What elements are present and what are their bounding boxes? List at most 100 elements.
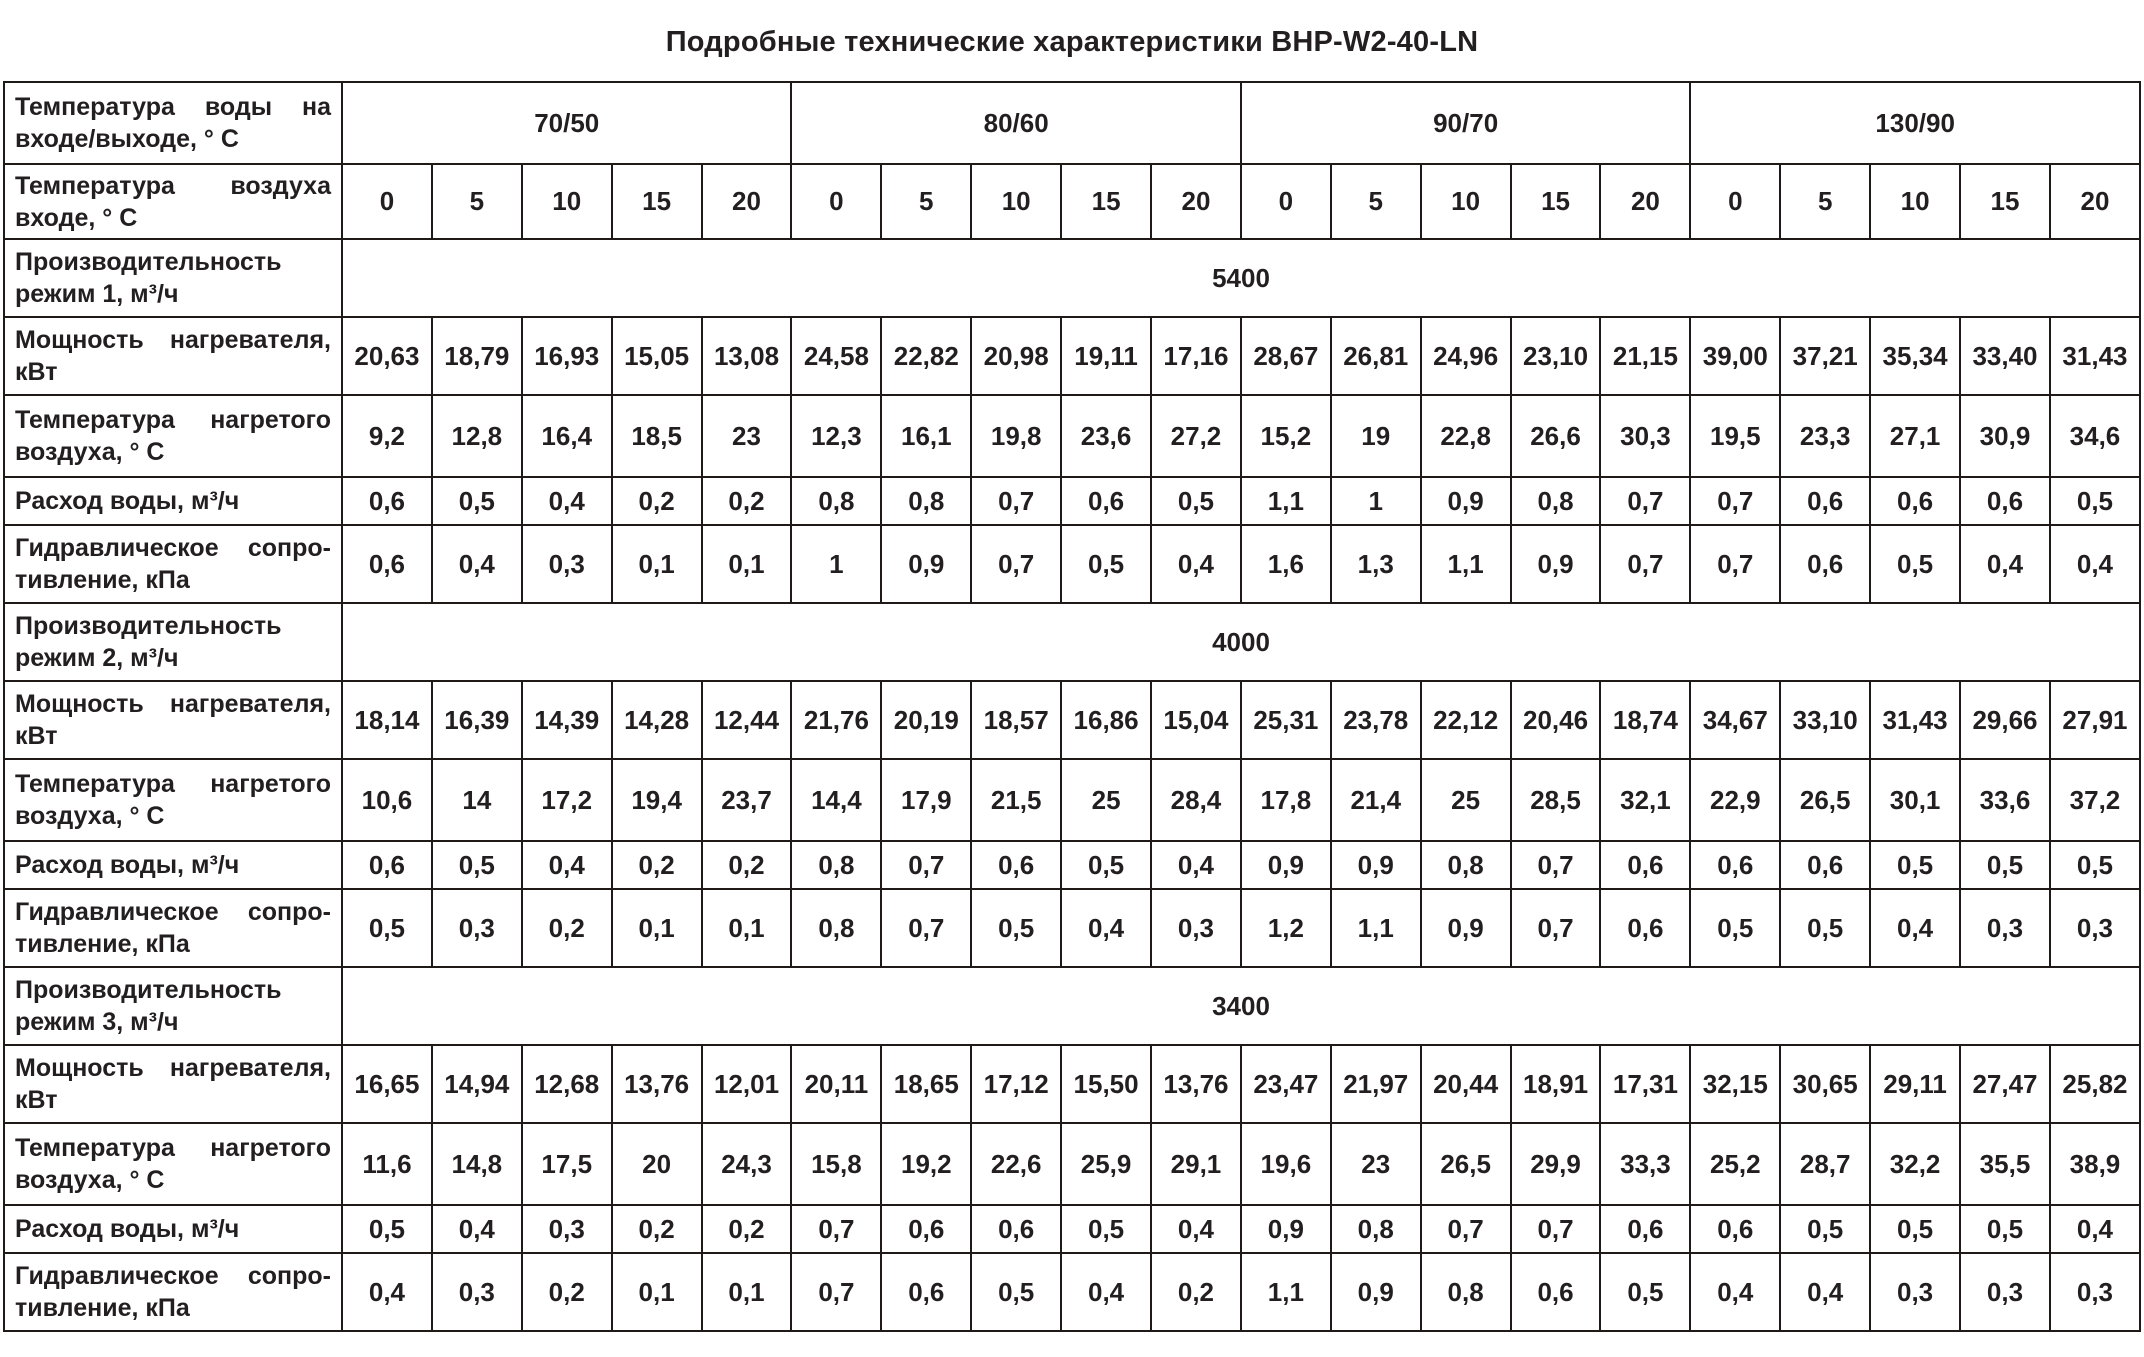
water-flow-cell: 0,5 — [1869, 840, 1962, 890]
heated-air-temp-cell: 30,1 — [1869, 758, 1962, 842]
hydraulic-resistance-cell: 0,3 — [2048, 1252, 2142, 1332]
hydraulic-resistance-cell: 0,2 — [1150, 1252, 1242, 1332]
heated-air-temp-cell: 22,6 — [970, 1122, 1063, 1206]
hydraulic-resistance-row-mode2: Гидравлическое сопро-тивление, кПа 0,5 0,… — [3, 888, 2142, 968]
water-flow-cell: 0,7 — [1419, 1204, 1512, 1254]
heated-air-temp-cell: 17,5 — [520, 1122, 613, 1206]
power-value-cell: 12,68 — [520, 1044, 613, 1124]
air-temp-cell: 0 — [1239, 163, 1332, 240]
power-value-cell: 19,11 — [1060, 316, 1153, 396]
water-flow-cell: 0,5 — [1060, 840, 1153, 890]
hydraulic-resistance-cell: 0,5 — [1779, 888, 1872, 968]
hydraulic-resistance-label-mode1: Гидравлическое сопро-тивление, кПа — [3, 524, 343, 604]
water-flow-cell: 0,9 — [1329, 840, 1422, 890]
power-row-mode2: Мощность нагревателя, кВт 18,14 16,39 14,3… — [3, 680, 2142, 760]
water-flow-cell: 0,6 — [1599, 1204, 1692, 1254]
heated-air-temp-cell: 22,8 — [1419, 394, 1512, 478]
water-flow-cell: 0,5 — [2048, 840, 2142, 890]
power-value-cell: 18,14 — [341, 680, 433, 760]
power-value-cell: 23,78 — [1329, 680, 1422, 760]
heated-air-temp-cell: 23,3 — [1779, 394, 1872, 478]
hydraulic-resistance-cell: 0,5 — [1060, 524, 1153, 604]
power-value-cell: 29,66 — [1959, 680, 2051, 760]
power-label-mode3: Мощность нагревателя, кВт — [3, 1044, 343, 1124]
heated-air-temp-cell: 19,6 — [1239, 1122, 1332, 1206]
water-flow-cell: 0,5 — [1869, 1204, 1962, 1254]
heated-air-temp-cell: 37,2 — [2048, 758, 2142, 842]
power-value-cell: 34,67 — [1689, 680, 1782, 760]
hydraulic-resistance-cell: 0,4 — [430, 524, 523, 604]
heated-air-temp-cell: 33,6 — [1959, 758, 2051, 842]
hydraulic-resistance-cell: 1,3 — [1329, 524, 1422, 604]
heated-air-temp-label-mode2: Температура нагретого воздуха, ° С — [3, 758, 343, 842]
hydraulic-resistance-cell: 0,7 — [1599, 524, 1692, 604]
hydraulic-resistance-cell: 1,1 — [1239, 1252, 1332, 1332]
power-value-cell: 18,91 — [1509, 1044, 1602, 1124]
water-flow-cell: 0,7 — [1509, 1204, 1602, 1254]
power-value-cell: 16,93 — [520, 316, 613, 396]
power-value-cell: 30,65 — [1779, 1044, 1872, 1124]
power-value-cell: 14,28 — [610, 680, 703, 760]
water-flow-cell: 0,6 — [1779, 840, 1872, 890]
power-value-cell: 17,12 — [970, 1044, 1063, 1124]
water-flow-label-mode1: Расход воды, м³/ч — [3, 476, 343, 526]
hydraulic-resistance-cell: 0,1 — [700, 1252, 793, 1332]
power-value-cell: 29,11 — [1869, 1044, 1962, 1124]
water-flow-cell: 0,6 — [1689, 840, 1782, 890]
power-value-cell: 37,21 — [1779, 316, 1872, 396]
power-row-mode3: Мощность нагревателя, кВт 16,65 14,94 12,6… — [3, 1044, 2142, 1124]
hydraulic-resistance-cell: 0,3 — [520, 524, 613, 604]
heated-air-temp-cell: 17,8 — [1239, 758, 1332, 842]
hydraulic-resistance-cell: 0,4 — [341, 1252, 433, 1332]
water-flow-cell: 0,2 — [700, 840, 793, 890]
power-value-cell: 24,58 — [790, 316, 883, 396]
hydraulic-resistance-row-mode3: Гидравлическое сопро-тивление, кПа 0,4 0,… — [3, 1252, 2142, 1332]
hydraulic-resistance-cell: 0,3 — [430, 1252, 523, 1332]
water-flow-cell: 0,6 — [1959, 476, 2051, 526]
capacity-row-mode1: Производительность режим 1, м³/ч 5400 — [3, 238, 2141, 318]
water-flow-cell: 0,8 — [1419, 840, 1512, 890]
power-value-cell: 21,15 — [1599, 316, 1692, 396]
water-temp-header-label: Температура воды на входе/выходе, ° С — [3, 81, 343, 165]
hydraulic-resistance-cell: 0,6 — [1599, 888, 1692, 968]
hydraulic-resistance-cell: 0,7 — [970, 524, 1063, 604]
power-value-cell: 20,98 — [970, 316, 1063, 396]
air-temp-cell: 15 — [1509, 163, 1602, 240]
heated-air-temp-cell: 28,4 — [1150, 758, 1242, 842]
air-temp-cell: 5 — [430, 163, 523, 240]
hydraulic-resistance-cell: 0,5 — [341, 888, 433, 968]
hydraulic-resistance-cell: 0,9 — [1419, 888, 1512, 968]
hydraulic-resistance-cell: 0,8 — [790, 888, 883, 968]
heated-air-temp-label-mode3: Температура нагретого воздуха, ° С — [3, 1122, 343, 1206]
water-flow-cell: 0,5 — [2048, 476, 2142, 526]
heated-air-temp-cell: 25 — [1060, 758, 1153, 842]
heated-air-temp-cell: 30,9 — [1959, 394, 2051, 478]
water-flow-cell: 0,6 — [1869, 476, 1962, 526]
water-flow-cell: 0,3 — [520, 1204, 613, 1254]
heated-air-temp-cell: 32,2 — [1869, 1122, 1962, 1206]
hydraulic-resistance-cell: 0,5 — [1599, 1252, 1692, 1332]
power-value-cell: 31,43 — [1869, 680, 1962, 760]
hydraulic-resistance-cell: 1 — [790, 524, 883, 604]
heated-air-temp-cell: 38,9 — [2048, 1122, 2142, 1206]
water-flow-cell: 0,4 — [2048, 1204, 2142, 1254]
water-temp-group-130-90: 130/90 — [1689, 81, 2141, 165]
power-value-cell: 25,31 — [1239, 680, 1332, 760]
hydraulic-resistance-cell: 0,7 — [1509, 888, 1602, 968]
water-flow-cell: 0,2 — [610, 476, 703, 526]
hydraulic-resistance-row-mode1: Гидравлическое сопро-тивление, кПа 0,6 0,… — [3, 524, 2142, 604]
capacity-row-mode2: Производительность режим 2, м³/ч 4000 — [3, 602, 2141, 682]
power-value-cell: 22,12 — [1419, 680, 1512, 760]
water-flow-cell: 0,5 — [430, 476, 523, 526]
water-flow-cell: 0,9 — [1239, 840, 1332, 890]
power-value-cell: 16,65 — [341, 1044, 433, 1124]
water-flow-cell: 0,9 — [1239, 1204, 1332, 1254]
power-value-cell: 13,08 — [700, 316, 793, 396]
heated-air-temp-cell: 26,6 — [1509, 394, 1602, 478]
heated-air-temp-cell: 15,2 — [1239, 394, 1332, 478]
air-temp-cell: 15 — [1959, 163, 2051, 240]
water-flow-label-mode2: Расход воды, м³/ч — [3, 840, 343, 890]
hydraulic-resistance-cell: 0,5 — [970, 888, 1063, 968]
water-flow-cell: 0,6 — [880, 1204, 973, 1254]
air-temp-cell: 15 — [1060, 163, 1153, 240]
